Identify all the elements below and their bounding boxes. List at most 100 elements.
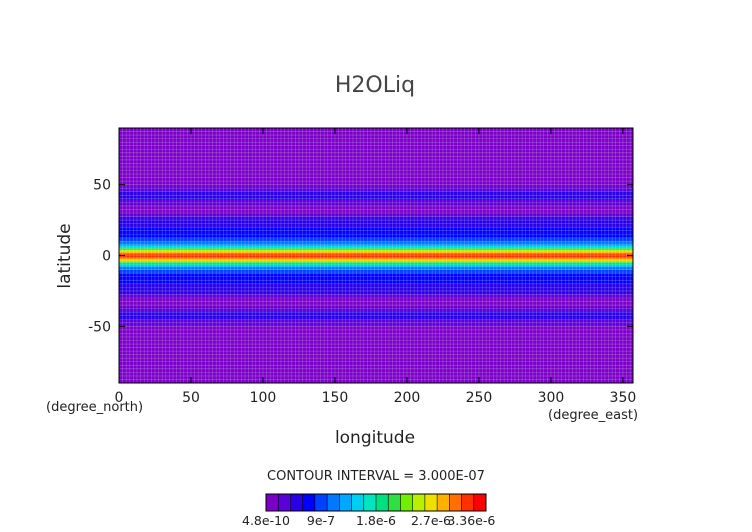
x-tick-label: 50 — [182, 390, 200, 406]
heatmap-band — [119, 198, 633, 200]
colorbar-label: 3.36e-6 — [447, 513, 495, 528]
heatmap-band — [119, 215, 633, 217]
heatmap-band — [119, 319, 633, 321]
heatmap-band — [119, 353, 633, 355]
heatmap-band — [119, 381, 633, 383]
heatmap-band — [119, 128, 633, 130]
heatmap-band — [119, 300, 633, 302]
heatmap-band — [119, 310, 633, 312]
x-tick-label: 150 — [322, 390, 349, 406]
heatmap-band — [119, 177, 633, 179]
heatmap-band — [119, 351, 633, 353]
heatmap-band — [119, 341, 633, 343]
heatmap-band — [119, 348, 633, 350]
heatmap-band — [119, 329, 633, 331]
heatmap-band — [119, 137, 633, 139]
heatmap-band — [119, 142, 633, 144]
heatmap-band — [119, 239, 633, 241]
heatmap-band — [119, 259, 633, 261]
heatmap-band — [119, 181, 633, 183]
heatmap-band — [119, 290, 633, 292]
heatmap-band — [119, 151, 633, 153]
heatmap-band — [119, 352, 633, 354]
heatmap-band — [119, 327, 633, 329]
heatmap-band — [119, 363, 633, 365]
heatmap-band — [119, 191, 633, 193]
heatmap-band — [119, 174, 633, 176]
heatmap-band — [119, 377, 633, 379]
heatmap-bands — [119, 128, 633, 384]
heatmap-band — [119, 165, 633, 167]
heatmap-band — [119, 351, 633, 353]
heatmap-band — [119, 235, 633, 237]
heatmap-band — [119, 246, 633, 248]
heatmap-band — [119, 326, 633, 328]
heatmap-band — [119, 325, 633, 327]
heatmap-band — [119, 378, 633, 380]
heatmap-band — [119, 333, 633, 335]
heatmap-band — [119, 258, 633, 260]
heatmap-band — [119, 162, 633, 164]
heatmap-band — [119, 281, 633, 283]
heatmap-band — [119, 318, 633, 320]
heatmap-band — [119, 174, 633, 176]
heatmap-band — [119, 315, 633, 317]
heatmap-band — [119, 219, 633, 221]
heatmap-band — [119, 147, 633, 149]
heatmap-band — [119, 169, 633, 171]
heatmap-band — [119, 362, 633, 364]
heatmap-band — [119, 324, 633, 326]
heatmap-band — [119, 358, 633, 360]
heatmap-band — [119, 275, 633, 277]
heatmap-band — [119, 213, 633, 215]
heatmap-band — [119, 170, 633, 172]
heatmap-band — [119, 293, 633, 295]
heatmap-band — [119, 251, 633, 253]
colorbar-swatch — [363, 494, 377, 511]
heatmap-band — [119, 278, 633, 280]
heatmap-band — [119, 172, 633, 174]
heatmap-band — [119, 338, 633, 340]
heatmap-band — [119, 302, 633, 304]
heatmap-band — [119, 316, 633, 318]
colorbar-swatch — [327, 494, 340, 511]
colorbar-swatch — [461, 494, 475, 511]
heatmap-band — [119, 179, 633, 181]
heatmap-band — [119, 144, 633, 146]
heatmap-band — [119, 171, 633, 173]
heatmap-band — [119, 188, 633, 190]
heatmap-band — [119, 264, 633, 266]
heatmap-band — [119, 278, 633, 280]
heatmap-band — [119, 365, 633, 367]
heatmap-band — [119, 276, 633, 278]
heatmap-band — [119, 291, 633, 293]
heatmap-band — [119, 277, 633, 279]
heatmap-band — [119, 234, 633, 236]
heatmap-band — [119, 346, 633, 348]
heatmap-band — [119, 181, 633, 183]
heatmap-band — [119, 284, 633, 286]
heatmap-band — [119, 317, 633, 319]
heatmap-band — [119, 227, 633, 229]
x-tick-label: 300 — [538, 390, 565, 406]
heatmap-band — [119, 350, 633, 352]
heatmap-band — [119, 240, 633, 242]
heatmap-band — [119, 376, 633, 378]
y-unit-label: (degree_north) — [46, 400, 143, 415]
heatmap-band — [119, 268, 633, 270]
heatmap-band — [119, 176, 633, 178]
heatmap-band — [119, 295, 633, 297]
heatmap-band — [119, 315, 633, 317]
heatmap-band — [119, 145, 633, 147]
y-axis-label: latitude — [55, 223, 75, 288]
heatmap-band — [119, 244, 633, 246]
heatmap-band — [119, 366, 633, 368]
heatmap-band — [119, 188, 633, 190]
colorbar-swatch — [437, 494, 450, 511]
heatmap-band — [119, 130, 633, 132]
heatmap-band — [119, 140, 633, 142]
heatmap-band — [119, 187, 633, 189]
heatmap-band — [119, 206, 633, 208]
heatmap-band — [119, 262, 633, 264]
heatmap-band — [119, 254, 633, 256]
